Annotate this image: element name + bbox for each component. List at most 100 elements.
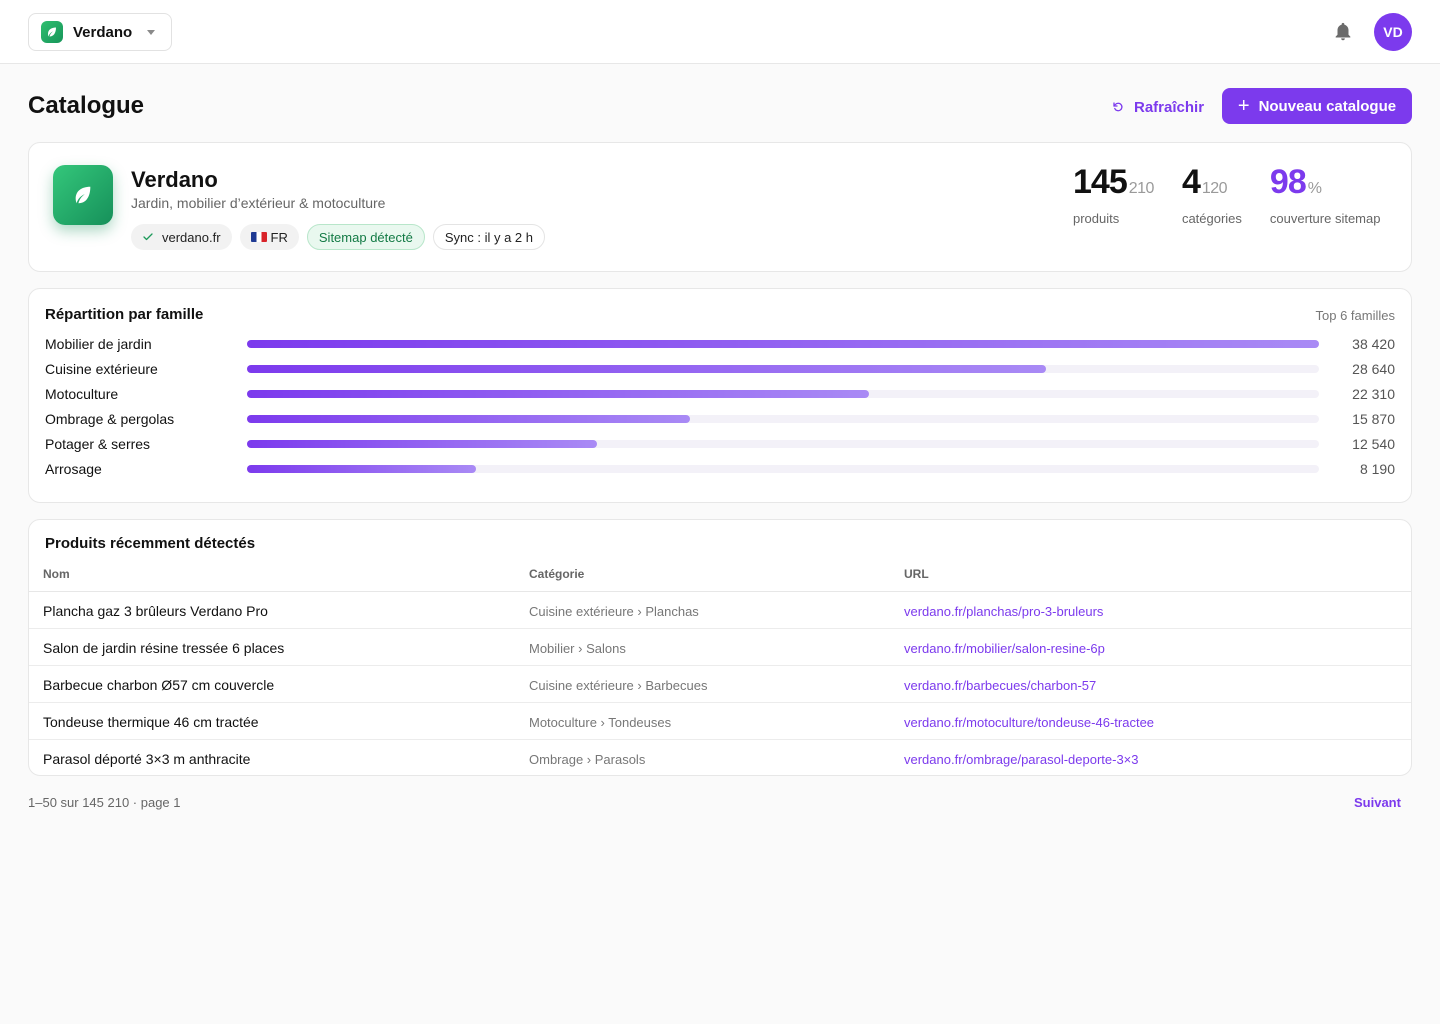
product-url-link[interactable]: verdano.fr/barbecues/charbon-57	[904, 678, 1097, 693]
family-count: 38 420	[1352, 336, 1395, 352]
family-label: Arrosage	[45, 461, 102, 477]
stat-categories: 4 120 catégories	[1182, 163, 1242, 226]
product-name: Plancha gaz 3 brûleurs Verdano Pro	[43, 603, 268, 619]
product-name: Salon de jardin résine tressée 6 places	[43, 640, 285, 656]
stat-products-suffix: 210	[1128, 180, 1155, 197]
stat-products-value: 145	[1073, 163, 1128, 201]
stat-coverage-suffix: %	[1307, 180, 1322, 197]
page-title: Catalogue	[28, 92, 145, 119]
sitemap-status-badge: Sitemap détecté	[306, 224, 425, 250]
france-flag-icon	[250, 232, 267, 242]
recent-products-title: Produits récemment détectés	[45, 535, 256, 552]
family-bar	[247, 390, 870, 398]
family-count: 8 190	[1359, 461, 1395, 477]
top-bar: Verdano VD	[0, 0, 1440, 64]
table-row[interactable]: Salon de jardin résine tressée 6 places M…	[29, 629, 1411, 666]
family-bar-track	[247, 415, 1319, 423]
family-bar	[247, 440, 597, 448]
language-chip[interactable]: FR	[239, 224, 299, 250]
stat-coverage-value: 98	[1269, 163, 1307, 201]
product-category: Motoculture › Tondeuses	[529, 715, 672, 730]
family-bar-track	[247, 440, 1319, 448]
product-category: Cuisine extérieure › Barbecues	[529, 678, 708, 693]
brand-card: Verdano Jardin, mobilier d’extérieur & m…	[28, 142, 1412, 272]
next-page-link[interactable]: Suivant	[1354, 795, 1401, 810]
distribution-title: Répartition par famille	[45, 306, 204, 323]
family-label: Ombrage & pergolas	[45, 411, 175, 427]
product-name: Tondeuse thermique 46 cm tractée	[43, 714, 259, 730]
brand-chips: verdano.fr FR Sitemap détecté Sync : il …	[131, 224, 545, 250]
distribution-row: Cuisine extérieure 28 640	[45, 359, 1395, 379]
distribution-row: Potager & serres 12 540	[45, 434, 1395, 454]
family-bar	[247, 465, 476, 473]
brand-name: Verdano	[131, 167, 218, 192]
table-row[interactable]: Barbecue charbon Ø57 cm couvercle Cuisine…	[29, 666, 1411, 703]
workspace-name: Verdano	[73, 23, 133, 41]
product-name: Parasol déporté 3×3 m anthracite	[43, 751, 251, 767]
product-url-link[interactable]: verdano.fr/motoculture/tondeuse-46-tract…	[904, 715, 1155, 730]
family-bar-track	[247, 340, 1319, 348]
new-catalogue-label: Nouveau catalogue	[1258, 97, 1397, 115]
refresh-label: Rafraîchir	[1134, 98, 1205, 116]
stat-products-label: produits	[1073, 211, 1120, 226]
distribution-row: Arrosage 8 190	[45, 459, 1395, 479]
domain-label: verdano.fr	[162, 229, 221, 245]
check-icon	[143, 233, 153, 241]
product-url-link[interactable]: verdano.fr/mobilier/salon-resine-6p	[904, 641, 1105, 656]
family-count: 22 310	[1352, 386, 1395, 402]
family-bar	[247, 415, 690, 423]
family-label: Mobilier de jardin	[45, 336, 152, 352]
sync-status-badge: Sync : il y a 2 h	[432, 224, 545, 250]
table-row[interactable]: Tondeuse thermique 46 cm tractée Motocult…	[29, 703, 1411, 740]
brand-stats: 145 210 produits 4 120 catégories 98% couv…	[1073, 163, 1408, 226]
product-category: Ombrage › Parasols	[529, 752, 646, 767]
family-count: 12 540	[1352, 436, 1395, 452]
family-label: Motoculture	[45, 386, 119, 402]
stat-categories-suffix: 120	[1201, 180, 1228, 197]
new-catalogue-button[interactable]: + Nouveau catalogue	[1222, 88, 1412, 124]
column-header-url[interactable]: URL	[904, 567, 929, 581]
family-distribution-card: Répartition par famille Top 6 familles M…	[28, 288, 1412, 503]
column-header-category[interactable]: Catégorie	[529, 567, 585, 581]
family-bar	[247, 365, 1047, 373]
recent-products-card: Produits récemment détectés Nom Catégori…	[28, 519, 1412, 776]
family-count: 28 640	[1352, 361, 1395, 377]
refresh-button[interactable]: Rafraîchir	[1100, 92, 1216, 122]
workspace-switcher[interactable]: Verdano	[28, 13, 172, 51]
plus-icon: +	[1237, 95, 1250, 117]
leaf-icon	[53, 165, 113, 225]
family-count: 15 870	[1352, 411, 1395, 427]
language-label: FR	[270, 229, 288, 245]
family-label: Cuisine extérieure	[45, 361, 158, 377]
family-bar-track	[247, 390, 1319, 398]
product-category: Mobilier › Salons	[529, 641, 626, 656]
family-bar	[247, 340, 1319, 348]
family-bar-track	[247, 465, 1319, 473]
product-name: Barbecue charbon Ø57 cm couvercle	[43, 677, 275, 693]
table-row[interactable]: Plancha gaz 3 brûleurs Verdano Pro Cuisin…	[29, 592, 1411, 629]
product-url-link[interactable]: verdano.fr/ombrage/parasol-deporte-3×3	[904, 752, 1139, 767]
leaf-icon	[41, 21, 63, 43]
bell-icon[interactable]	[1332, 20, 1354, 44]
brand-subtitle: Jardin, mobilier d’extérieur & motocultu…	[131, 195, 386, 211]
pagination-info: 1–50 sur 145 210 · page 1	[28, 795, 181, 810]
user-avatar[interactable]: VD	[1374, 13, 1412, 51]
table-row[interactable]: Parasol déporté 3×3 m anthracite Ombrage …	[29, 740, 1411, 775]
refresh-icon	[1113, 102, 1123, 112]
stat-categories-value: 4	[1181, 163, 1201, 201]
distribution-row: Ombrage & pergolas 15 870	[45, 409, 1395, 429]
stat-products: 145 210 produits	[1073, 163, 1154, 226]
chevron-down-icon	[147, 30, 155, 35]
stat-coverage-label: couverture sitemap	[1269, 211, 1381, 226]
product-category: Cuisine extérieure › Planchas	[529, 604, 699, 619]
stat-sitemap-coverage: 98% couverture sitemap	[1270, 163, 1381, 226]
family-label: Potager & serres	[45, 436, 151, 452]
distribution-hint: Top 6 familles	[1315, 308, 1395, 323]
distribution-row: Mobilier de jardin 38 420	[45, 334, 1395, 354]
column-header-name[interactable]: Nom	[43, 567, 70, 581]
stat-categories-label: catégories	[1181, 211, 1242, 226]
family-bar-track	[247, 365, 1319, 373]
product-url-link[interactable]: verdano.fr/planchas/pro-3-bruleurs	[904, 604, 1104, 619]
domain-chip[interactable]: verdano.fr	[131, 224, 232, 250]
distribution-row: Motoculture 22 310	[45, 384, 1395, 404]
